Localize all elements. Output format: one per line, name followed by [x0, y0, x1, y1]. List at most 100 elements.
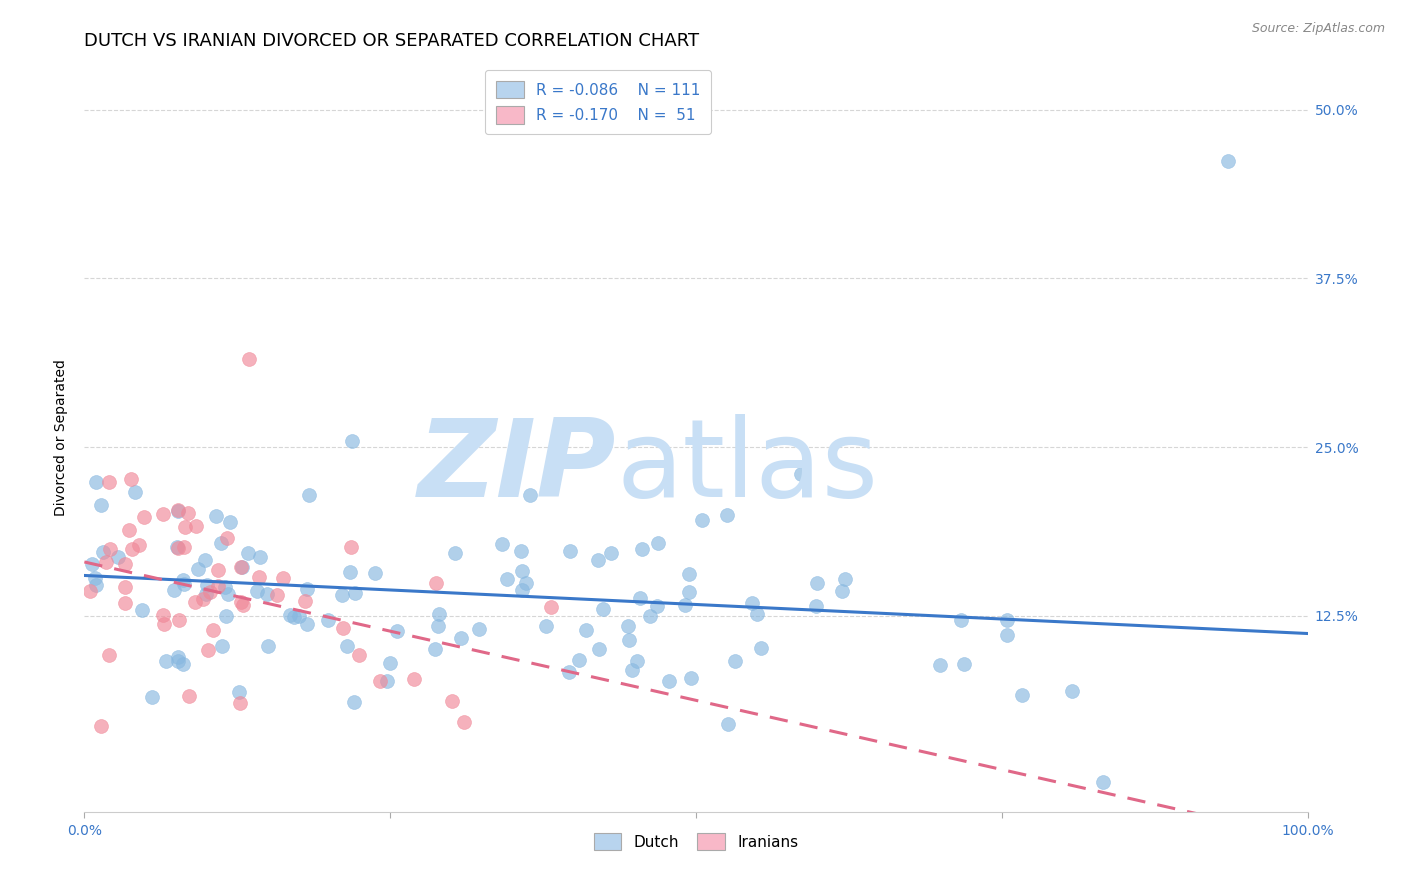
- Point: [84, 578, 107, 592]
- Point: [831, 583, 853, 598]
- Point: [229, 696, 252, 710]
- Point: [575, 623, 598, 637]
- Point: [238, 352, 260, 367]
- Point: [510, 582, 533, 597]
- Point: [172, 573, 194, 587]
- Point: [184, 519, 207, 533]
- Point: [98, 542, 121, 557]
- Point: [278, 608, 301, 623]
- Point: [509, 543, 531, 558]
- Point: [257, 639, 280, 653]
- Point: [173, 577, 195, 591]
- Point: [132, 509, 155, 524]
- Point: [120, 472, 142, 486]
- Point: [114, 581, 136, 595]
- Point: [332, 588, 354, 602]
- Point: [741, 597, 763, 611]
- Point: [536, 619, 558, 633]
- Point: [806, 575, 828, 590]
- Text: Source: ZipAtlas.com: Source: ZipAtlas.com: [1251, 22, 1385, 36]
- Point: [90, 498, 112, 512]
- Point: [427, 607, 450, 621]
- Legend: Dutch, Iranians: Dutch, Iranians: [588, 827, 804, 856]
- Point: [995, 613, 1018, 627]
- Point: [194, 552, 217, 566]
- Point: [266, 588, 288, 602]
- Point: [929, 657, 952, 672]
- Point: [207, 564, 229, 578]
- Point: [215, 608, 238, 623]
- Point: [368, 674, 391, 689]
- Point: [638, 608, 661, 623]
- Point: [172, 657, 194, 672]
- Point: [745, 607, 768, 621]
- Point: [167, 654, 190, 668]
- Point: [166, 541, 188, 555]
- Point: [247, 570, 270, 584]
- Point: [84, 570, 107, 584]
- Point: [749, 640, 772, 655]
- Point: [195, 578, 218, 592]
- Point: [375, 673, 398, 688]
- Point: [519, 488, 541, 502]
- Point: [628, 591, 651, 605]
- Point: [187, 562, 209, 576]
- Point: [211, 639, 233, 653]
- Point: [645, 599, 668, 614]
- Point: [163, 583, 186, 598]
- Point: [152, 507, 174, 521]
- Point: [218, 516, 240, 530]
- Point: [586, 553, 609, 567]
- Point: [620, 663, 643, 677]
- Point: [202, 624, 225, 638]
- Point: [316, 613, 339, 627]
- Point: [1011, 688, 1033, 702]
- Point: [540, 599, 562, 614]
- Point: [491, 537, 513, 551]
- Point: [678, 585, 700, 599]
- Point: [512, 564, 534, 578]
- Point: [107, 549, 129, 564]
- Point: [658, 674, 681, 689]
- Point: [385, 624, 408, 638]
- Point: [231, 560, 253, 574]
- Point: [193, 592, 215, 607]
- Point: [834, 573, 856, 587]
- Point: [232, 598, 254, 612]
- Point: [176, 506, 198, 520]
- Point: [98, 475, 121, 489]
- Point: [166, 540, 188, 554]
- Point: [177, 689, 200, 703]
- Point: [298, 488, 321, 502]
- Point: [626, 654, 648, 668]
- Point: [426, 619, 449, 633]
- Point: [114, 596, 136, 610]
- Point: [152, 607, 174, 622]
- Point: [197, 643, 219, 657]
- Point: [380, 656, 402, 670]
- Point: [167, 649, 190, 664]
- Point: [1060, 684, 1083, 698]
- Point: [121, 541, 143, 556]
- Point: [560, 543, 582, 558]
- Point: [283, 610, 305, 624]
- Point: [288, 608, 311, 623]
- Point: [173, 520, 195, 534]
- Point: [724, 654, 747, 668]
- Point: [404, 672, 426, 686]
- Point: [806, 599, 828, 614]
- Point: [297, 582, 319, 596]
- Point: [515, 576, 537, 591]
- Point: [256, 587, 278, 601]
- Point: [347, 648, 370, 662]
- Point: [295, 616, 318, 631]
- Point: [209, 536, 232, 550]
- Point: [153, 617, 176, 632]
- Point: [249, 549, 271, 564]
- Text: atlas: atlas: [616, 414, 879, 520]
- Point: [228, 684, 250, 698]
- Point: [496, 572, 519, 586]
- Point: [336, 639, 359, 653]
- Point: [425, 576, 447, 591]
- Point: [173, 541, 195, 555]
